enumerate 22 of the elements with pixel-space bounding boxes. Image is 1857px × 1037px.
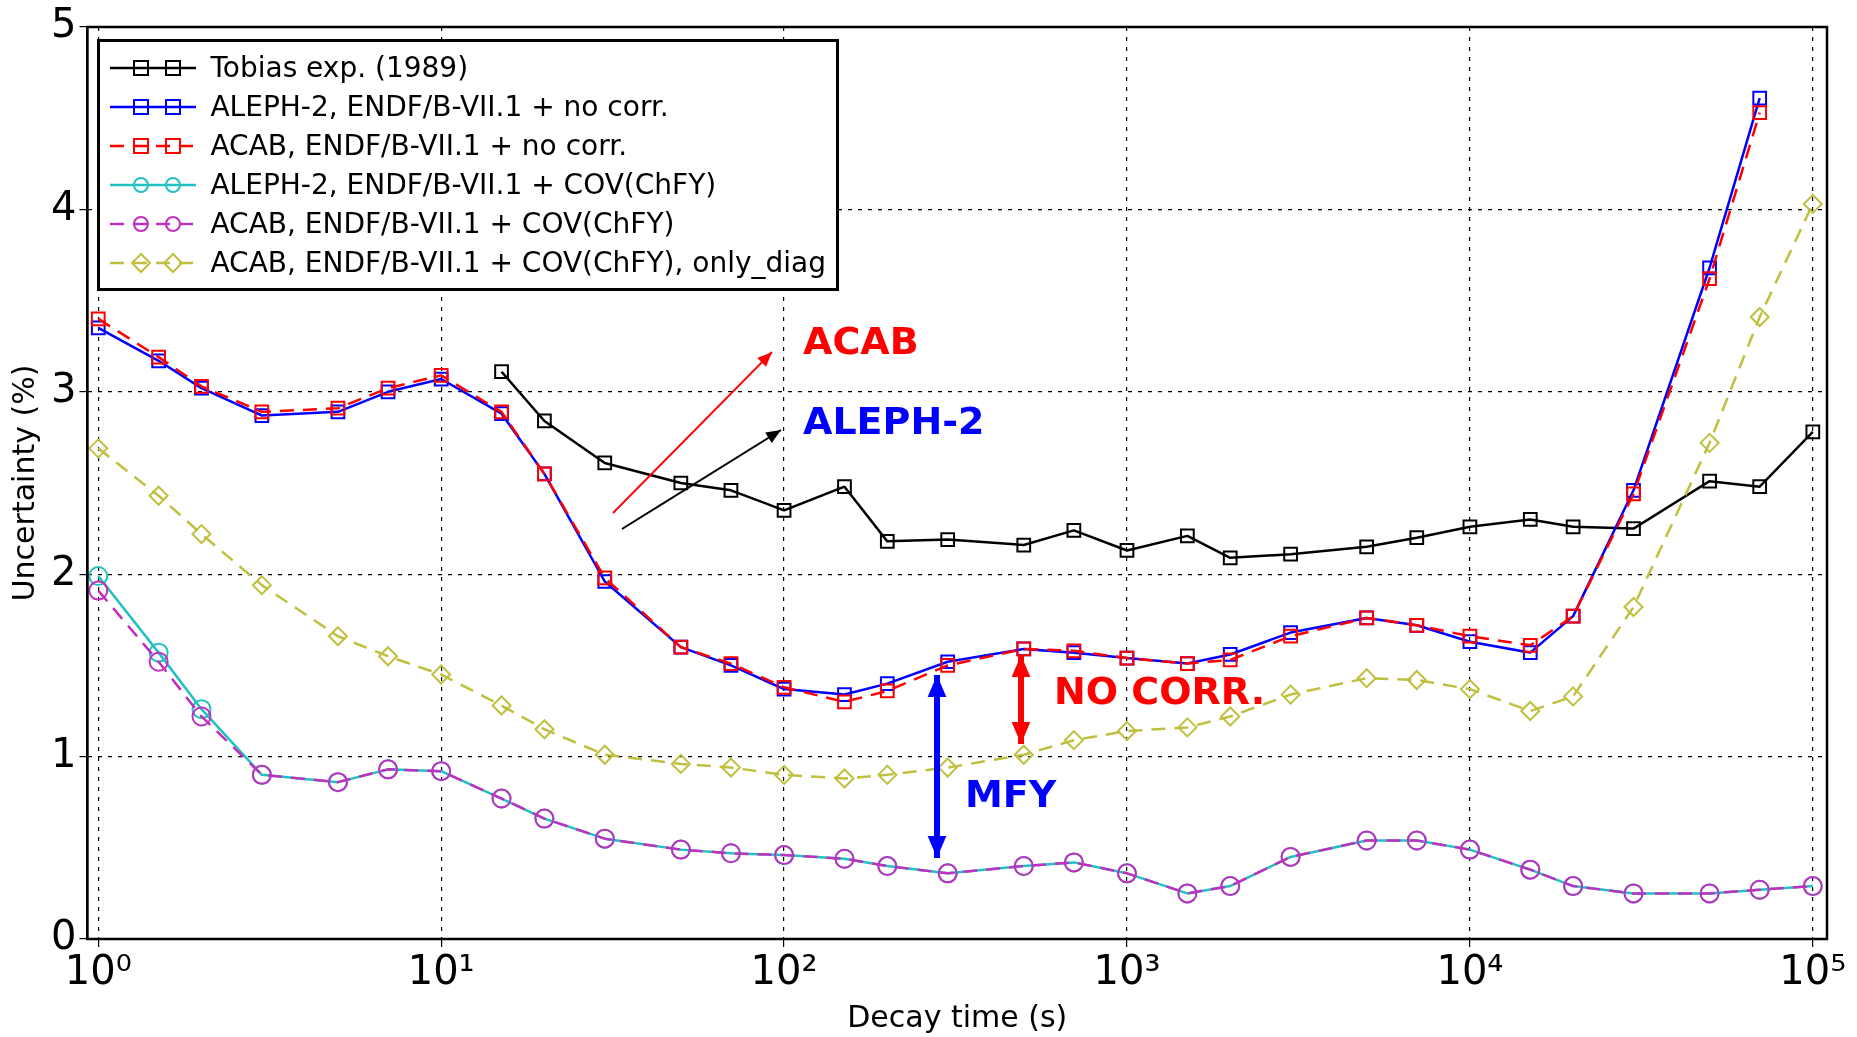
y-tick-label: 4 — [51, 182, 77, 229]
y-axis-title: Uncertainty (%) — [5, 364, 41, 602]
x-tick-label: 10² — [750, 947, 818, 994]
legend-label: ACAB, ENDF/B-VII.1 + COV(ChFY), only_diag — [210, 246, 826, 279]
x-tick-label: 10³ — [1093, 947, 1161, 994]
y-tick-label: 5 — [51, 0, 77, 47]
x-tick-label: 10⁴ — [1436, 947, 1504, 994]
annotation: NO CORR. — [1054, 668, 1266, 713]
x-axis-title: Decay time (s) — [847, 998, 1068, 1034]
x-tick-label: 10⁵ — [1779, 947, 1847, 994]
x-tick-label: 10¹ — [407, 947, 475, 994]
legend-label: ACAB, ENDF/B-VII.1 + no corr. — [210, 129, 628, 162]
y-tick-label: 2 — [51, 547, 77, 594]
legend-label: ACAB, ENDF/B-VII.1 + COV(ChFY) — [210, 207, 675, 240]
legend-label: ALEPH-2, ENDF/B-VII.1 + no corr. — [210, 90, 669, 123]
annotation: ALEPH-2 — [803, 398, 985, 443]
y-tick-label: 1 — [51, 729, 77, 776]
y-tick-label: 3 — [51, 365, 77, 412]
legend-label: Tobias exp. (1989) — [210, 51, 469, 84]
annotation: MFY — [965, 771, 1057, 816]
legend-label: ALEPH-2, ENDF/B-VII.1 + COV(ChFY) — [210, 168, 717, 201]
annotation: ACAB — [803, 318, 919, 363]
